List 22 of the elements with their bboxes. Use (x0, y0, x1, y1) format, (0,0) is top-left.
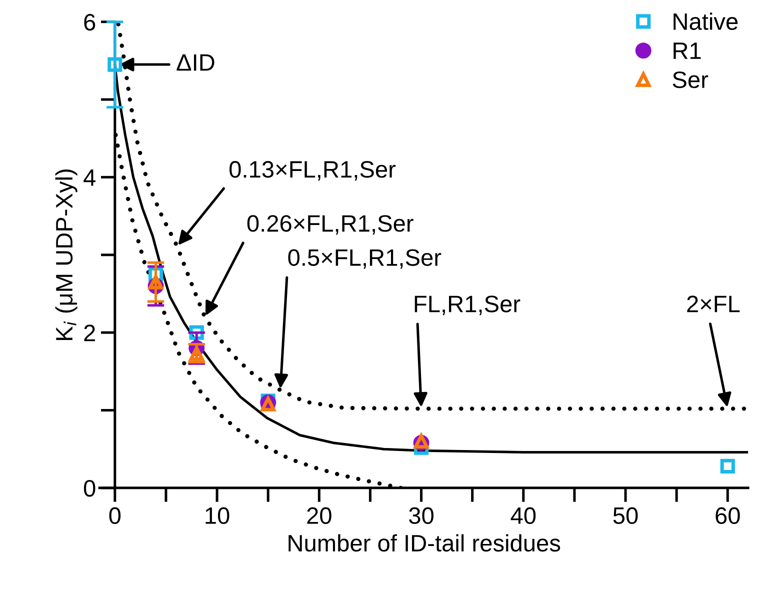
annotation: 0.26×FL,R1,Ser (247, 215, 414, 235)
x-tick-label: 30 (409, 507, 434, 524)
x-tick-label: 20 (307, 507, 332, 524)
x-tick-label: 40 (510, 507, 536, 524)
annotation: 0.13×FL,R1,Ser (230, 161, 396, 181)
y-tick-label: 4 (84, 170, 96, 186)
y-tick-label: 6 (84, 14, 96, 31)
y-tick-label: 0 (84, 480, 96, 497)
legend-label: R1 (674, 42, 701, 59)
x-tick-label: 10 (206, 507, 230, 524)
x-tick-label: 60 (716, 507, 740, 524)
legend-label: Native (674, 12, 738, 30)
legend-label: Ser (672, 71, 708, 88)
x-tick-label: 50 (613, 507, 638, 524)
annotation: FL,R1,Ser (414, 296, 520, 316)
y-tick-label: 2 (84, 324, 95, 342)
annotation: ΔID (176, 54, 214, 71)
annotation: 2×FL (687, 296, 740, 312)
x-tick-label: 0 (109, 507, 121, 524)
annotation: 0.5×FL,R1,Ser (288, 249, 442, 269)
x-axis-title: Number of ID-tail residues (288, 534, 560, 552)
y-axis-title: K$_{i}$ (μM UDP-Xyl) (55, 170, 78, 340)
